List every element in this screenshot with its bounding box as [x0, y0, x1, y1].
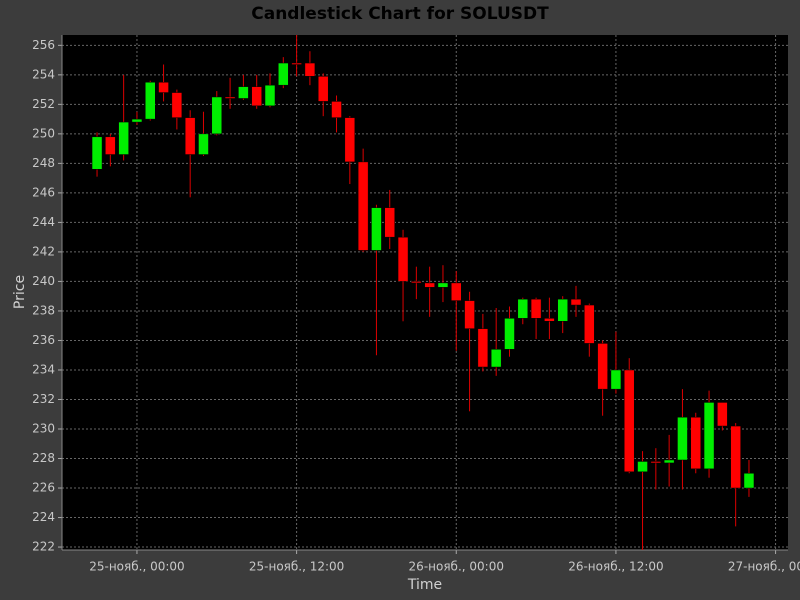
x-tick-label: 25-нояб., 12:00: [249, 560, 344, 574]
y-tick-label: 226: [32, 481, 55, 495]
y-tick-label: 238: [32, 303, 55, 317]
y-tick-label: 256: [32, 38, 55, 52]
candle-body: [304, 62, 316, 77]
x-tick-label: 25-нояб., 00:00: [89, 560, 184, 574]
candle-body: [424, 282, 435, 288]
x-tick-label: 26-нояб., 00:00: [409, 560, 504, 574]
y-tick-label: 246: [32, 185, 55, 199]
y-tick-label: 250: [32, 126, 55, 140]
chart-title: Candlestick Chart for SOLUSDT: [251, 4, 549, 24]
candle-body: [344, 117, 356, 163]
candle-body: [371, 207, 382, 251]
candle-body: [198, 133, 209, 155]
y-tick-label: 234: [32, 362, 55, 376]
y-tick-label: 248: [32, 156, 55, 170]
candle-body: [251, 86, 262, 107]
y-tick-label: 244: [32, 215, 55, 229]
candle-body: [238, 86, 249, 99]
candle-body: [717, 402, 728, 427]
y-tick-label: 236: [32, 333, 55, 347]
candle-body: [264, 84, 276, 107]
candle-body: [464, 300, 475, 329]
candle-body: [278, 62, 289, 86]
y-tick-label: 228: [32, 451, 55, 465]
candle-body: [224, 96, 236, 99]
candle-body: [650, 461, 662, 464]
candle-body: [730, 425, 741, 489]
candle-body: [451, 282, 462, 301]
candle-body: [131, 118, 143, 123]
x-tick-label: 27-нояб., 00:00: [728, 560, 800, 574]
y-tick-label: 254: [32, 67, 55, 81]
candle-body: [291, 62, 302, 65]
candle-body: [663, 459, 675, 464]
y-tick-label: 242: [32, 244, 55, 258]
y-tick-label: 230: [32, 421, 55, 435]
candle-body: [703, 402, 715, 470]
candle-body: [158, 81, 169, 93]
candle-body: [397, 236, 409, 282]
y-tick-label: 222: [32, 540, 55, 554]
candle-body: [557, 298, 568, 322]
y-axis-label: Price: [12, 275, 28, 309]
candle-body: [490, 349, 502, 368]
candle-body: [384, 207, 395, 238]
candle-body: [211, 96, 223, 135]
candle-body: [331, 101, 342, 118]
candle-body: [184, 117, 196, 155]
candle-body: [637, 461, 648, 473]
y-tick-label: 252: [32, 97, 55, 111]
candle-body: [118, 121, 129, 155]
y-tick-label: 240: [32, 274, 55, 288]
candle-body: [544, 318, 555, 322]
plot-area: [62, 35, 788, 550]
candle-body: [597, 343, 608, 390]
candle-body: [584, 304, 595, 344]
candle-body: [610, 369, 622, 390]
candle-body: [91, 136, 103, 170]
candle-body: [570, 298, 582, 306]
candle-body: [677, 416, 688, 461]
candle-body: [171, 92, 183, 118]
candle-body: [743, 473, 755, 489]
candle-body: [477, 328, 489, 368]
candle-body: [145, 81, 156, 120]
candle-body: [317, 76, 329, 102]
candle-body: [504, 318, 515, 350]
x-tick-label: 26-нояб., 12:00: [568, 560, 663, 574]
candle-body: [690, 416, 702, 470]
candle-body: [517, 298, 529, 319]
candle-body: [623, 369, 635, 473]
x-axis-label: Time: [407, 577, 442, 593]
candle-body: [411, 281, 422, 284]
y-tick-label: 224: [32, 510, 55, 524]
candle-body: [437, 282, 449, 288]
candle-body: [105, 136, 116, 155]
y-tick-label: 232: [32, 392, 55, 406]
candle-body: [357, 161, 369, 251]
candle-body: [530, 298, 542, 319]
